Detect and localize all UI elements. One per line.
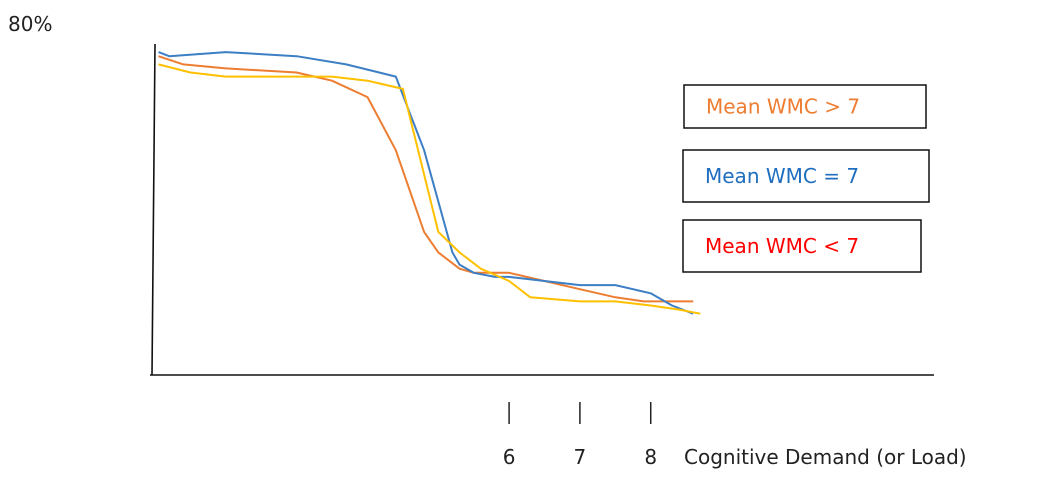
x-tick-marks: [508, 402, 652, 424]
series-line-1: [158, 55, 694, 303]
x-tick-label-7: 7: [574, 445, 587, 469]
x-tick-label-6: 6: [503, 445, 516, 469]
legend-label-2: Mean WMC = 7: [705, 164, 859, 188]
series-line-2: [158, 51, 694, 315]
legend-label-3: Mean WMC < 7: [705, 234, 859, 258]
x-tick-label-8: 8: [644, 445, 657, 469]
x-tick-labels: 6 7 8: [503, 445, 657, 469]
y-top-label: 80%: [8, 12, 52, 36]
legend: Mean WMC > 7 Mean WMC = 7 Mean WMC < 7: [682, 84, 930, 273]
legend-box-2: [682, 149, 930, 203]
x-axis-label: Cognitive Demand (or Load): [684, 445, 967, 469]
legend-box-1: [683, 84, 927, 129]
legend-label-1: Mean WMC > 7: [706, 95, 860, 119]
series-lines: [158, 51, 701, 315]
y-axis: [151, 43, 156, 376]
legend-box-3: [682, 219, 922, 273]
series-line-4: [158, 63, 701, 315]
